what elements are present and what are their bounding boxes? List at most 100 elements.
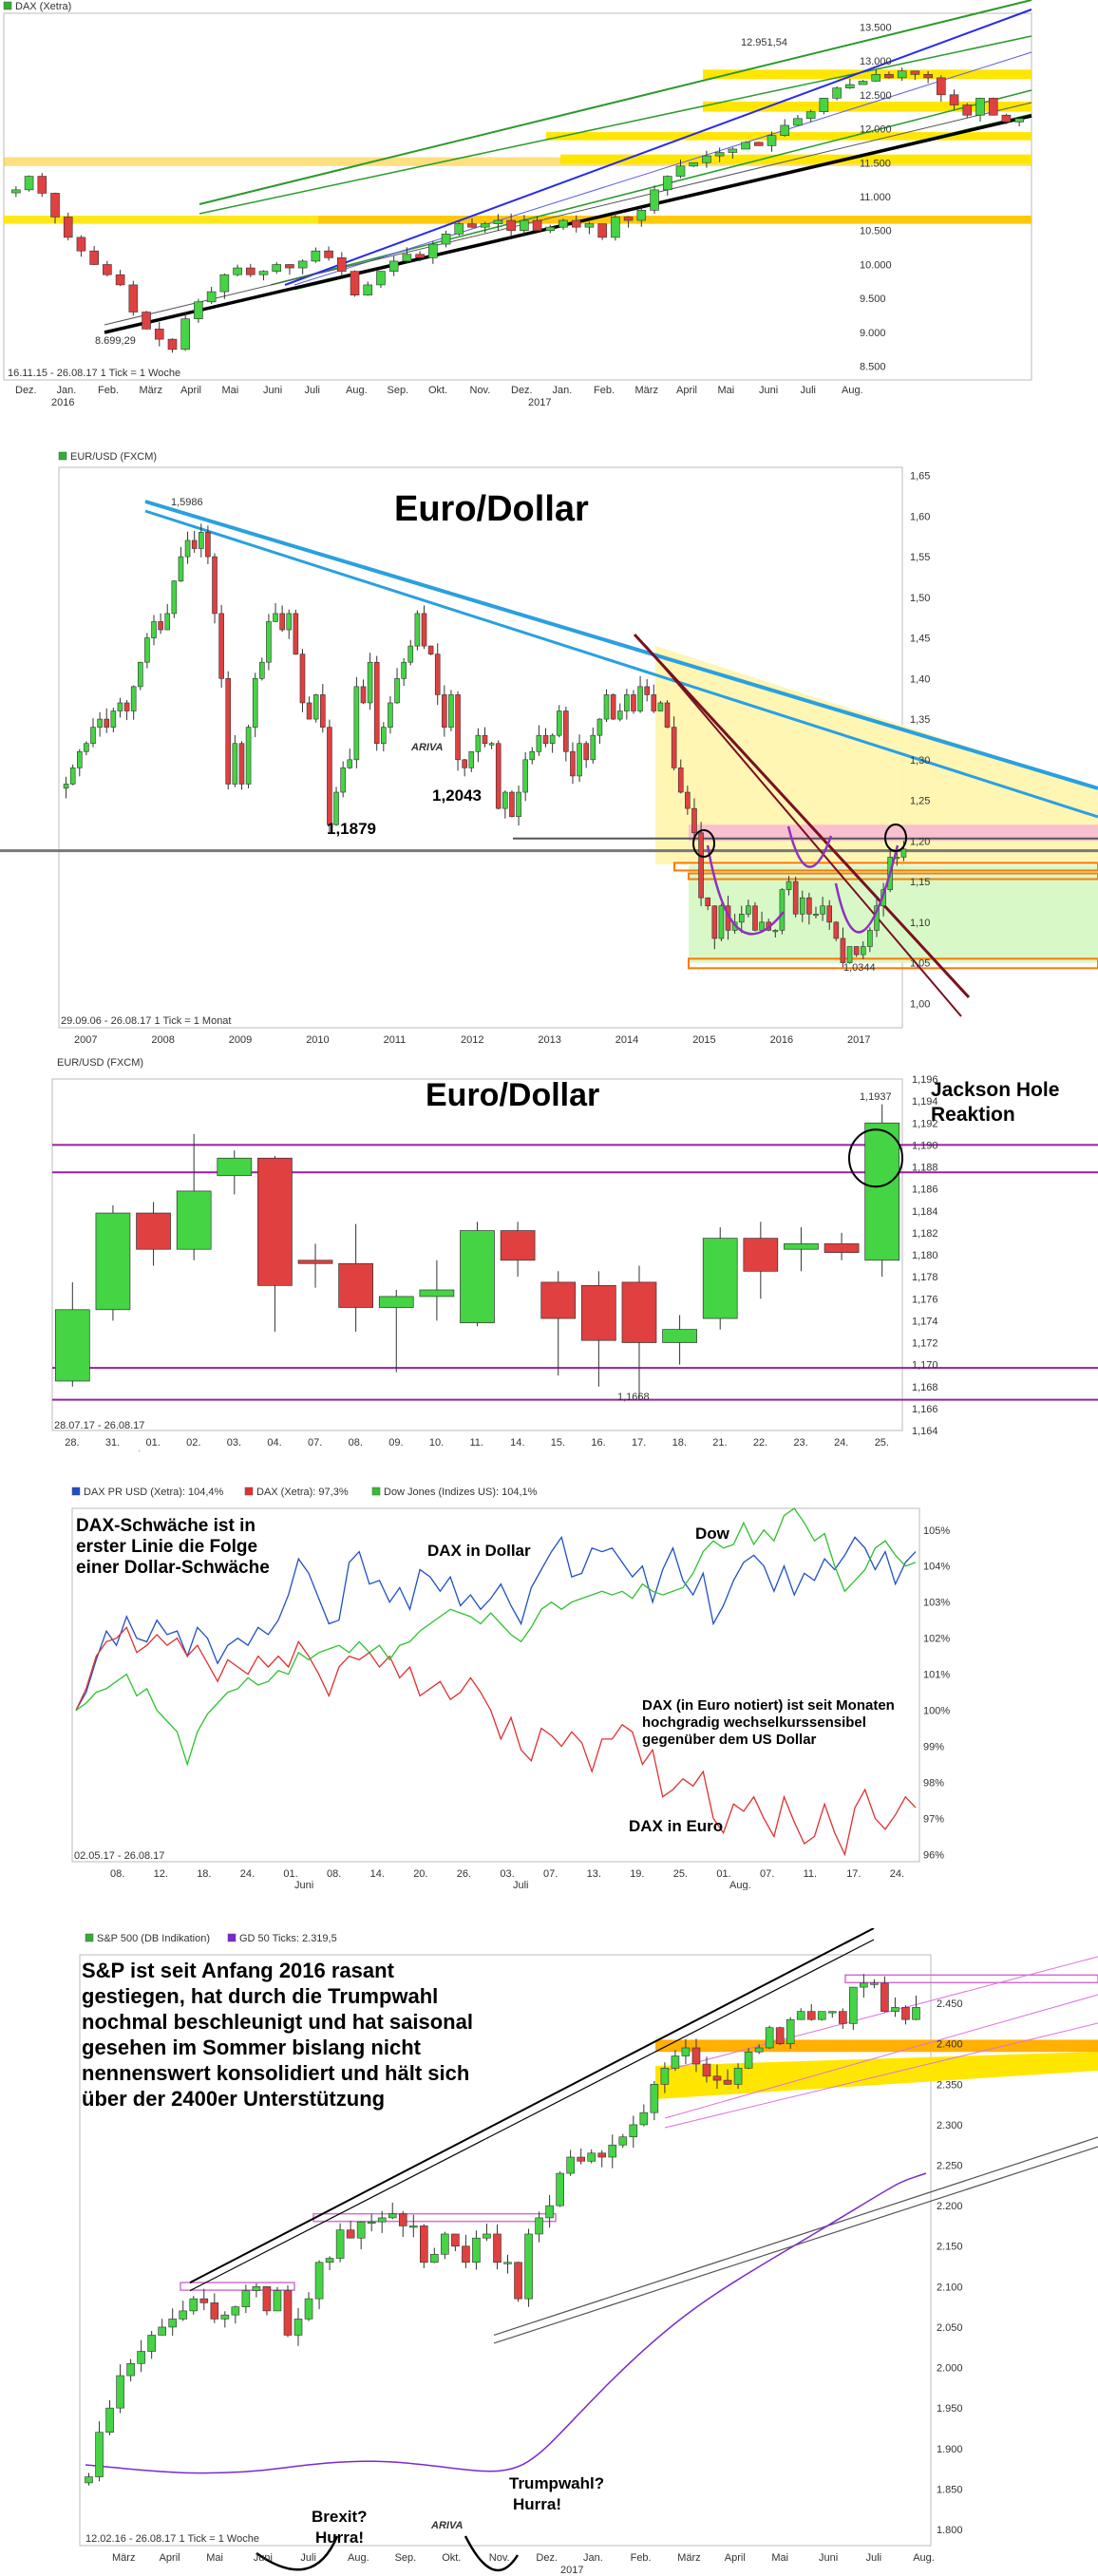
series-label-dow: Dow bbox=[695, 1525, 730, 1543]
x-tick-label: 02. bbox=[186, 1437, 200, 1449]
candle bbox=[388, 260, 399, 272]
yellow-triangle-zone bbox=[655, 646, 1098, 864]
footer-range: 12.02.16 - 26.08.17 1 Tick = 1 Woche bbox=[85, 2533, 259, 2545]
legend-spx-swatch bbox=[85, 1933, 94, 1942]
y-tick-label: 1,168 bbox=[912, 1382, 938, 1393]
x-tick-label: 25. bbox=[673, 1868, 688, 1880]
resistance-band bbox=[703, 69, 1032, 80]
y-tick-label: 1,170 bbox=[912, 1360, 938, 1372]
candle bbox=[540, 1281, 577, 1319]
candle bbox=[824, 1243, 860, 1254]
y-tick-label: 1,55 bbox=[910, 552, 930, 563]
candle bbox=[529, 750, 536, 761]
candle bbox=[975, 98, 985, 116]
candle bbox=[765, 2027, 774, 2049]
candle bbox=[442, 694, 447, 728]
annotation-text: über der 2400er Unterstützung bbox=[82, 2087, 385, 2111]
candle bbox=[266, 621, 272, 663]
candle bbox=[772, 930, 779, 933]
candle bbox=[245, 727, 252, 785]
candle bbox=[759, 921, 765, 931]
x-tick-label: Sep. bbox=[388, 385, 409, 396]
candle bbox=[691, 807, 697, 834]
x-tick-label: 2017 bbox=[847, 1034, 870, 1046]
x-tick-label: 14. bbox=[370, 1868, 385, 1880]
candle bbox=[414, 613, 421, 647]
candle bbox=[480, 223, 490, 228]
y-tick-label: 102% bbox=[923, 1634, 950, 1645]
candle bbox=[95, 1212, 131, 1311]
candle bbox=[711, 905, 718, 939]
candle bbox=[581, 1285, 616, 1341]
candle bbox=[738, 913, 745, 923]
candle bbox=[299, 653, 306, 704]
annotation-text: gestiegen, hat durch die Trumpwahl bbox=[82, 1984, 438, 2008]
candle bbox=[324, 250, 333, 258]
downtrend-red-line bbox=[645, 645, 962, 1017]
candle bbox=[753, 142, 764, 146]
candle bbox=[176, 1190, 212, 1250]
y-tick-label: 1,188 bbox=[912, 1163, 938, 1174]
comparison-chart: DAX PR USD (Xetra): 104,4% DAX (Xetra): 9… bbox=[71, 1487, 950, 1890]
candle bbox=[744, 2051, 753, 2069]
candle bbox=[327, 727, 332, 825]
y-tick-label: 103% bbox=[923, 1598, 950, 1609]
legend-dow: Dow Jones (Indizes US): 104,1% bbox=[384, 1487, 538, 1498]
y-tick-label: 1,00 bbox=[910, 998, 930, 1010]
y-tick-label: 1,190 bbox=[912, 1140, 938, 1151]
resistance-band bbox=[318, 216, 1032, 224]
candle bbox=[639, 2112, 649, 2126]
candle bbox=[506, 219, 516, 232]
y-tick-label: 98% bbox=[923, 1777, 944, 1789]
candle bbox=[97, 718, 103, 728]
x-tick-label: März bbox=[677, 2552, 700, 2564]
candle bbox=[168, 2319, 178, 2328]
x-tick-label: April bbox=[676, 385, 697, 396]
y-tick-label: 12.000 bbox=[860, 124, 892, 136]
x-month-label: Aug. bbox=[729, 1880, 751, 1890]
candle bbox=[11, 189, 21, 194]
x-tick-label: Dez. bbox=[536, 2552, 558, 2564]
candle bbox=[733, 2067, 743, 2085]
spx-panel: S&P 500 (DB Indikation) GD 50 Ticks: 2.31… bbox=[0, 1928, 1098, 2576]
x-tick-label: Juli bbox=[300, 2552, 316, 2564]
candle bbox=[232, 743, 238, 785]
annotation-text: S&P ist seit Anfang 2016 rasant bbox=[82, 1959, 395, 1982]
orange-zone-box bbox=[673, 862, 1098, 872]
candle bbox=[217, 1157, 253, 1177]
y-tick-label: 1,194 bbox=[912, 1096, 938, 1108]
candle bbox=[441, 2233, 449, 2255]
dax-chart-panel: DAX (Xetra) 13.500 13.000 12.500 12.000 11.50… bbox=[0, 0, 1098, 418]
candle bbox=[76, 237, 86, 252]
candle bbox=[532, 219, 542, 232]
candle bbox=[849, 1986, 858, 2024]
candle bbox=[178, 556, 184, 582]
candle bbox=[279, 613, 285, 631]
x-tick-label: 19. bbox=[630, 1868, 644, 1880]
x-tick-label: Aug. bbox=[913, 2552, 935, 2564]
candle bbox=[754, 2047, 764, 2053]
candle bbox=[910, 70, 920, 75]
x-tick-label: Juli bbox=[866, 2552, 882, 2564]
candle bbox=[171, 580, 178, 615]
trend-line-blue bbox=[293, 51, 1032, 286]
x-tick-label: Sep. bbox=[395, 2552, 417, 2564]
support-zone-orange bbox=[655, 2039, 1098, 2053]
candle bbox=[611, 217, 620, 238]
candle bbox=[116, 2375, 124, 2409]
orange-zone-box bbox=[688, 957, 1098, 970]
high-annotation: 12.951,54 bbox=[741, 37, 787, 48]
y-tick-label: 1,192 bbox=[912, 1118, 938, 1129]
x-tick-label: Mai bbox=[718, 385, 735, 396]
candle bbox=[493, 2233, 502, 2263]
candle bbox=[137, 2351, 145, 2364]
candle bbox=[556, 710, 562, 736]
candle bbox=[792, 881, 799, 915]
candle bbox=[76, 750, 83, 768]
y-tick-label: 1,40 bbox=[910, 673, 930, 685]
candle bbox=[923, 74, 933, 79]
candle bbox=[428, 243, 438, 258]
candle bbox=[558, 219, 568, 228]
candle bbox=[901, 2007, 910, 2020]
candle bbox=[871, 74, 881, 82]
